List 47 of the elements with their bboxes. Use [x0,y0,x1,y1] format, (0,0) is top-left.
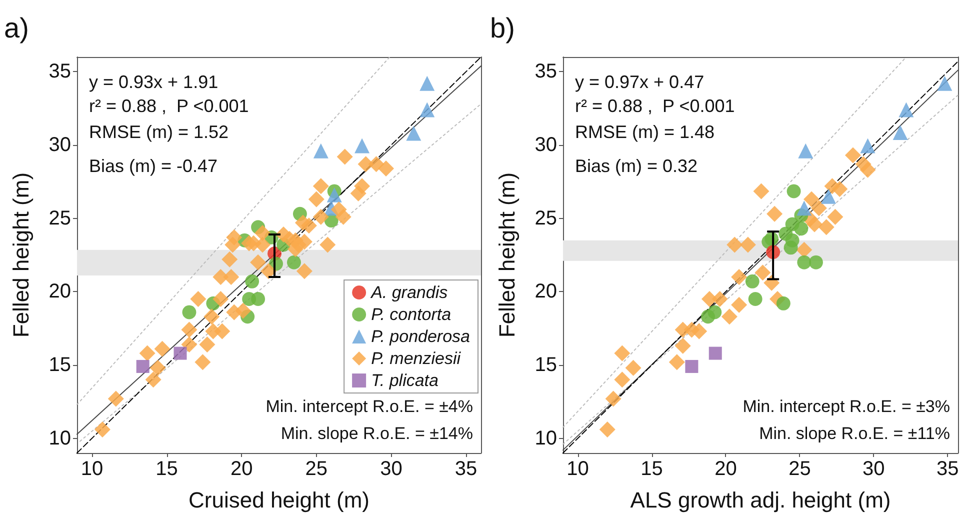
x-tick-label: 20 [230,458,253,480]
chart-title: b) [490,12,515,44]
annotation: Min. intercept R.o.E. = ±4% [266,397,473,416]
x-tick-label: 35 [936,458,959,480]
annotation: Min. intercept R.o.E. = ±3% [742,397,950,416]
x-tick-label: 30 [380,458,402,480]
x-tick-label: 25 [305,458,328,480]
x-axis-title: ALS growth adj. height (m) [630,488,891,512]
x-axis-title: Cruised height (m) [188,488,370,512]
x-tick-label: 30 [862,458,885,480]
y-tick-label: 20 [48,280,71,303]
x-tick-label: 25 [788,458,811,480]
y-tick-label: 10 [534,427,557,450]
y-tick-label: 20 [534,280,557,303]
y-tick-label: 35 [48,60,71,83]
y-tick-label: 30 [48,134,71,156]
y-tick-label: 25 [48,207,71,230]
legend-label: P. menziesii [371,349,462,368]
x-tick-label: 35 [454,458,478,480]
y-tick-label: 10 [48,427,71,450]
annotation: r² = 0.88 , P <0.001 [575,96,735,116]
legend-label: P. ponderosa [371,327,470,346]
y-tick-label: 30 [534,134,557,156]
annotation: RMSE (m) = 1.52 [89,122,229,142]
annotation: Bias (m) = 0.32 [575,156,698,176]
y-tick-label: 15 [534,354,557,376]
y-tick-label: 35 [534,60,557,83]
legend-label: T. plicata [371,371,438,390]
x-tick-label: 15 [640,458,663,480]
x-tick-label: 15 [156,458,178,480]
annotation: RMSE (m) = 1.48 [575,122,715,142]
y-tick-label: 25 [534,207,557,230]
annotation: Min. slope R.o.E. = ±14% [280,424,473,443]
annotation: y = 0.93x + 1.91 [89,72,218,92]
y-axis-title: Felled height (m) [8,172,34,338]
y-axis-title: Felled height (m) [494,172,520,338]
annotation: Bias (m) = -0.47 [89,156,218,176]
annotation: y = 0.97x + 0.47 [575,72,704,92]
legend-label: A. grandis [370,283,448,302]
annotation: r² = 0.88 , P <0.001 [89,96,249,116]
x-tick-label: 20 [714,458,737,480]
y-tick-label: 15 [48,354,71,376]
annotation: Min. slope R.o.E. = ±11% [759,424,950,443]
legend-label: P. contorta [371,305,452,324]
x-tick-label: 10 [566,458,589,480]
chart-title: a) [4,12,29,44]
x-tick-label: 10 [80,458,104,480]
